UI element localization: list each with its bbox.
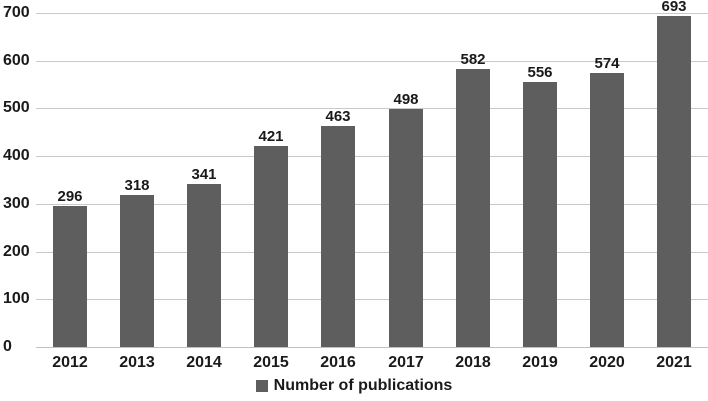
y-axis-tick-label: 500: [3, 99, 30, 116]
bar-2013: [120, 195, 154, 347]
legend-marker-icon: [255, 380, 268, 392]
x-axis-tick-label-2015: 2015: [253, 354, 289, 371]
bar-value-label-2021: 693: [661, 0, 687, 15]
bar-value-label-2019: 556: [527, 64, 553, 81]
y-axis-tick-label: 700: [3, 4, 30, 21]
bar-value-label-2018: 582: [460, 51, 486, 68]
x-axis-tick-label-2012: 2012: [52, 354, 88, 371]
x-axis-tick-label-2019: 2019: [522, 354, 558, 371]
legend-label: Number of publications: [273, 377, 453, 394]
bar-value-label-2017: 498: [393, 91, 419, 108]
bar-value-label-2014: 341: [191, 166, 217, 183]
bar-value-label-2012: 296: [57, 188, 83, 205]
bar-value-label-2016: 463: [325, 108, 351, 125]
y-axis-tick-label: 600: [3, 52, 30, 69]
y-axis-tick-label: 400: [3, 147, 30, 164]
x-axis-tick-label-2016: 2016: [320, 354, 356, 371]
bar-2017: [389, 109, 423, 347]
gridline-0: [36, 347, 708, 348]
gridline-700: [36, 13, 708, 14]
bar-value-label-2015: 421: [258, 128, 284, 145]
y-axis-tick-label: 300: [3, 195, 30, 212]
y-axis-tick-label: 100: [3, 290, 30, 307]
y-axis-tick-label: 200: [3, 243, 30, 260]
bar-2020: [590, 73, 624, 347]
bar-2019: [523, 82, 557, 347]
x-axis-tick-label-2020: 2020: [589, 354, 625, 371]
bar-2014: [187, 184, 221, 347]
bar-2015: [254, 146, 288, 347]
legend: Number of publications: [0, 378, 708, 394]
bar-2021: [657, 16, 691, 347]
x-axis-tick-label-2014: 2014: [186, 354, 222, 371]
bar-2018: [456, 69, 490, 347]
bar-value-label-2020: 574: [594, 55, 620, 72]
x-axis-tick-label-2021: 2021: [656, 354, 692, 371]
x-axis-tick-label-2017: 2017: [388, 354, 424, 371]
x-axis-tick-label-2013: 2013: [119, 354, 155, 371]
bar-value-label-2013: 318: [124, 177, 150, 194]
bar-2012: [53, 206, 87, 347]
bar-2016: [321, 126, 355, 347]
x-axis-tick-label-2018: 2018: [455, 354, 491, 371]
y-axis-tick-label: 0: [3, 338, 12, 355]
